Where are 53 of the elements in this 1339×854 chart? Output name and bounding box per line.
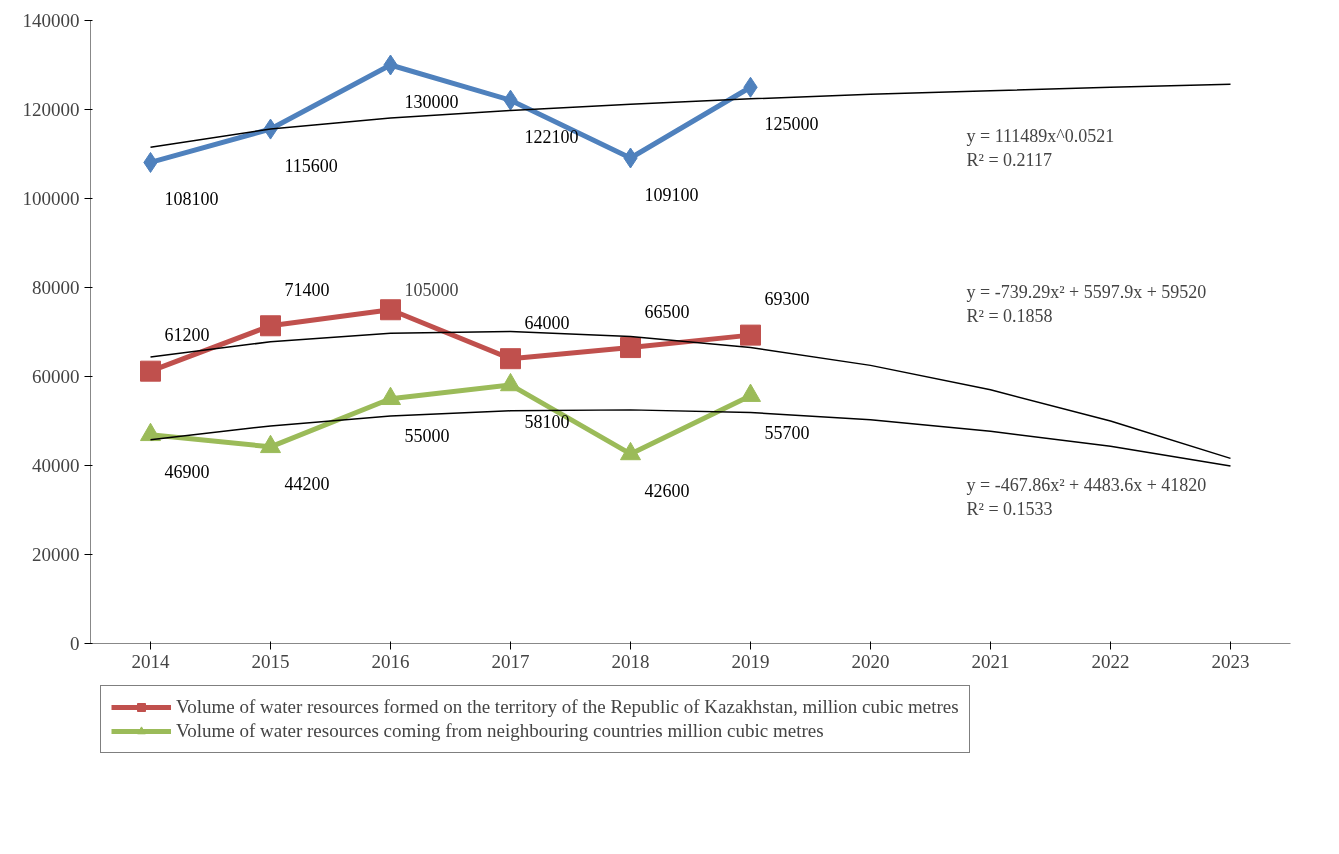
point: [140, 360, 161, 382]
data-label: 64000: [524, 312, 570, 333]
x-tick-label: 2018: [611, 650, 650, 672]
x-tick-label: 2014: [131, 650, 170, 672]
point: [260, 434, 281, 454]
y-tick-label: 120000: [22, 99, 80, 120]
data-label: 130000: [404, 92, 459, 112]
x-tick-label: 2016: [371, 650, 410, 672]
data-label: 61200: [164, 325, 210, 346]
annotation: y = -739.29x² + 5597.9x + 59520 R² = 0.1858: [966, 282, 1207, 327]
data-label: 69300: [764, 289, 810, 310]
y-tick-label: 0: [70, 633, 80, 654]
data-label: 58100: [524, 411, 570, 432]
y-tick-label: 140000: [22, 10, 80, 31]
point: [500, 348, 521, 370]
annotation: y = 111489x^0.0521 R² = 0.2117: [966, 126, 1115, 171]
y-tick-label: 100000: [22, 188, 80, 209]
data-label: 46900: [164, 461, 210, 482]
y-tick-label: 80000: [32, 277, 80, 298]
x-tick-label: 2021: [971, 650, 1010, 672]
point: [380, 386, 401, 406]
x-tick-label: 2015: [251, 650, 290, 672]
data-label: 125000: [764, 114, 819, 135]
data-label: 42600: [644, 480, 690, 501]
point: [740, 383, 761, 402]
data-label: 122100: [524, 127, 579, 148]
point: [140, 422, 161, 442]
point: [500, 372, 521, 392]
point: [620, 441, 641, 461]
y-tick-label: 60000: [32, 366, 80, 387]
legend-label: Volume of water resources formed on the territory of the Republic of Kazakhstan, million cubic metres: [176, 696, 959, 718]
data-label: 109100: [644, 185, 699, 206]
legend-label: Volume of water resources coming from neighbouring countries million cubic metres: [176, 720, 824, 742]
y-tick-label: 20000: [32, 544, 80, 565]
point: [740, 324, 761, 346]
point: [620, 337, 641, 359]
x-tick-label: 2019: [731, 650, 770, 672]
x-tick-label: 2022: [1091, 650, 1130, 672]
x-tick-label: 2023: [1211, 650, 1250, 672]
data-label: 55000: [404, 425, 450, 446]
data-label: 44200: [284, 473, 330, 494]
point: [260, 315, 281, 337]
data-label: 66500: [644, 301, 690, 322]
data-label: 71400: [284, 279, 330, 300]
annotation: y = -467.86x² + 4483.6x + 41820 R² = 0.1533: [966, 475, 1207, 520]
x-tick-label: 2020: [851, 650, 890, 672]
data-label: 55700: [764, 422, 810, 443]
data-label: 115600: [284, 156, 338, 177]
x-tick-label: 2017: [491, 650, 530, 672]
point: [380, 299, 401, 321]
y-tick-label: 40000: [32, 455, 80, 476]
annotation: 105000: [404, 279, 459, 300]
data-label: 108100: [164, 189, 219, 210]
